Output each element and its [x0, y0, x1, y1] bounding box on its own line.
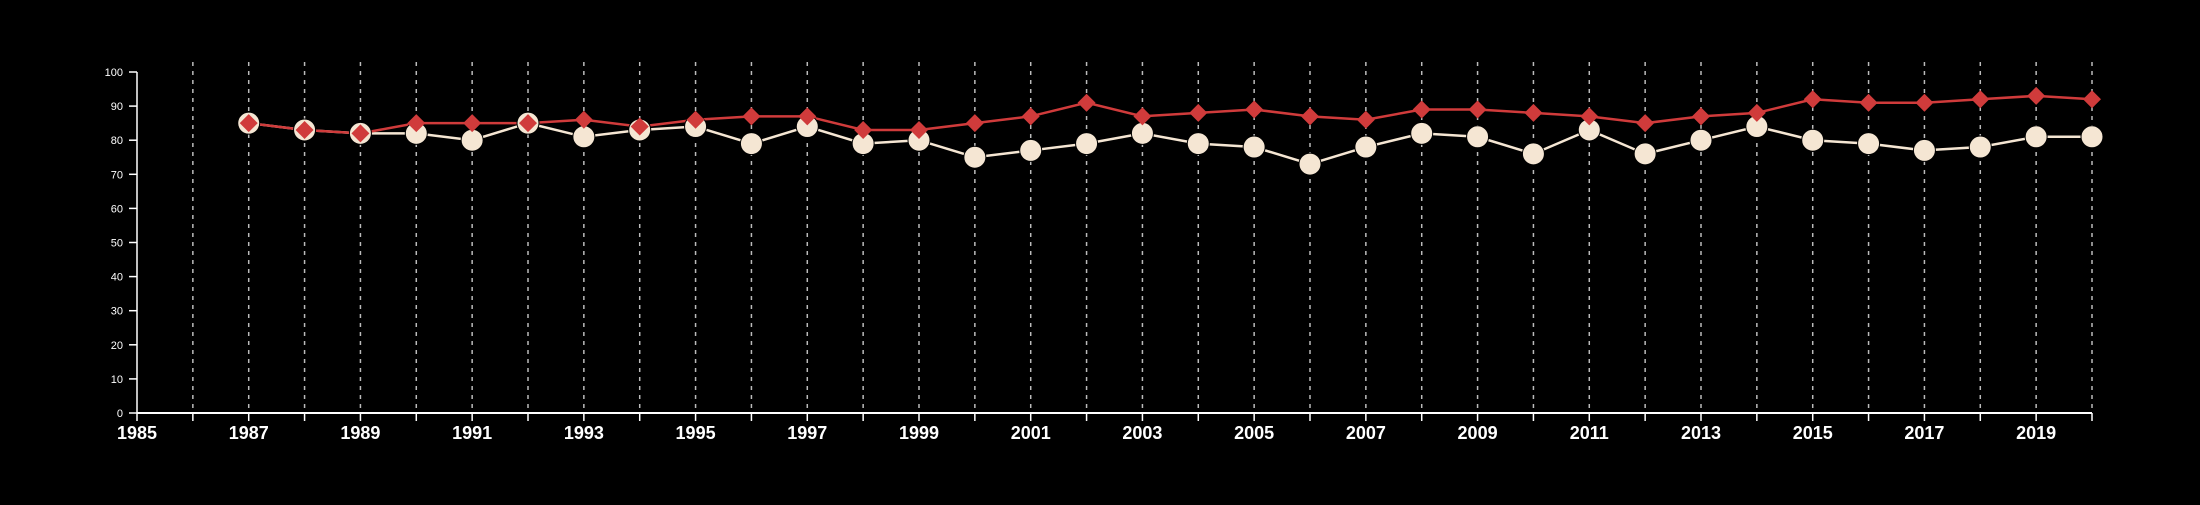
series-1-point — [1410, 121, 1434, 145]
series-2-point — [1747, 103, 1766, 122]
series-1-point — [1186, 132, 1210, 156]
series-1-point — [1354, 135, 1378, 159]
series-1-point — [1298, 152, 1322, 176]
series-2-point — [630, 117, 649, 136]
y-tick-label: 0 — [117, 408, 123, 420]
series-2-point — [1189, 103, 1208, 122]
series-1-line — [248, 121, 2092, 166]
series-1-point — [572, 125, 596, 149]
series-2-point — [2027, 86, 2046, 105]
x-tick-label: 1989 — [340, 423, 380, 443]
series-2-point — [1580, 107, 1599, 126]
x-tick-label: 2011 — [1570, 423, 1609, 443]
series-2-point — [1077, 93, 1096, 112]
series-1-point — [2080, 125, 2104, 149]
series-1-point — [1801, 128, 1825, 152]
series-2-point — [1915, 93, 1934, 112]
series-lines — [237, 86, 2104, 176]
series-1-point — [1130, 121, 1154, 145]
x-tick-label: 2015 — [1793, 423, 1833, 443]
y-tick-label: 70 — [111, 169, 123, 181]
series-1-point — [739, 132, 763, 156]
x-tick-label: 1999 — [899, 423, 939, 443]
y-tick-label: 10 — [111, 374, 123, 386]
x-tick-label: 2017 — [1904, 423, 1944, 443]
series-2-point — [351, 124, 370, 143]
series-1-point — [1689, 128, 1713, 152]
series-2-point — [463, 114, 482, 133]
series-1-point — [2024, 125, 2048, 149]
series-2-point — [854, 120, 873, 139]
series-2-point — [1245, 100, 1264, 119]
series-2-point — [1803, 90, 1822, 109]
series-1-point — [1075, 132, 1099, 156]
x-tick-label: 2005 — [1234, 423, 1274, 443]
y-tick-label: 20 — [111, 340, 123, 352]
series-2-point — [1971, 90, 1990, 109]
series-1-point — [1019, 138, 1043, 162]
series-1-point — [1466, 125, 1490, 149]
y-tick-label: 80 — [111, 135, 123, 147]
series-2-point — [1524, 103, 1543, 122]
series-2-point — [519, 114, 537, 133]
series-2-line — [248, 94, 2093, 135]
tick-labels: 0 10 20 30 40 50 60 70 80 90 100 1985 1987 1989 1991 19… — [105, 67, 2057, 443]
series-2-point — [1412, 100, 1431, 119]
y-tick-label: 40 — [111, 272, 123, 284]
x-tick-label: 2013 — [1681, 423, 1721, 443]
x-tick-label: 2001 — [1011, 423, 1051, 443]
series-2-point — [1133, 107, 1152, 126]
series-2-point — [295, 120, 314, 139]
x-tick-label: 1993 — [564, 423, 604, 443]
x-tick-label: 1985 — [117, 423, 157, 443]
series-2-point — [1636, 114, 1655, 133]
y-tick-label: 50 — [111, 238, 123, 250]
series-1-point — [963, 145, 987, 169]
series-2-point — [239, 114, 258, 133]
series-2-point — [407, 114, 426, 133]
y-tick-label: 30 — [111, 306, 123, 318]
x-tick-label: 2007 — [1346, 423, 1386, 443]
series-2-point — [742, 107, 761, 126]
y-tick-label: 90 — [111, 101, 123, 113]
x-tick-label: 1987 — [229, 423, 269, 443]
x-tick-label: 2019 — [2016, 423, 2056, 443]
series-2-point — [1468, 100, 1487, 119]
series-2-point — [686, 110, 705, 129]
x-tick-label: 2003 — [1122, 423, 1162, 443]
series-2-point — [1859, 93, 1878, 112]
y-tick-label: 100 — [105, 67, 123, 79]
series-2-point — [1692, 107, 1710, 126]
x-tick-label: 1995 — [676, 423, 716, 443]
series-1-point — [1242, 135, 1266, 159]
series-2-point — [2083, 90, 2101, 109]
series-1-point — [1912, 138, 1936, 162]
series-2-point — [1021, 107, 1040, 126]
x-tick-label: 1991 — [452, 423, 492, 443]
series-1-point — [1521, 142, 1545, 166]
series-2-point — [798, 107, 817, 126]
series-2-point — [965, 114, 984, 133]
series-2-point — [1301, 107, 1319, 126]
series-1-point — [460, 128, 484, 152]
series-1-point — [1857, 132, 1881, 156]
y-tick-label: 60 — [111, 203, 123, 215]
series-2-point — [910, 120, 928, 139]
series-1-point — [1633, 142, 1657, 166]
series-2-point — [1356, 110, 1375, 129]
axes — [129, 71, 2093, 421]
x-tick-label: 1997 — [787, 423, 827, 443]
series-1-point — [1968, 135, 1992, 159]
series-2-point — [574, 110, 593, 129]
x-tick-label: 2009 — [1458, 423, 1498, 443]
